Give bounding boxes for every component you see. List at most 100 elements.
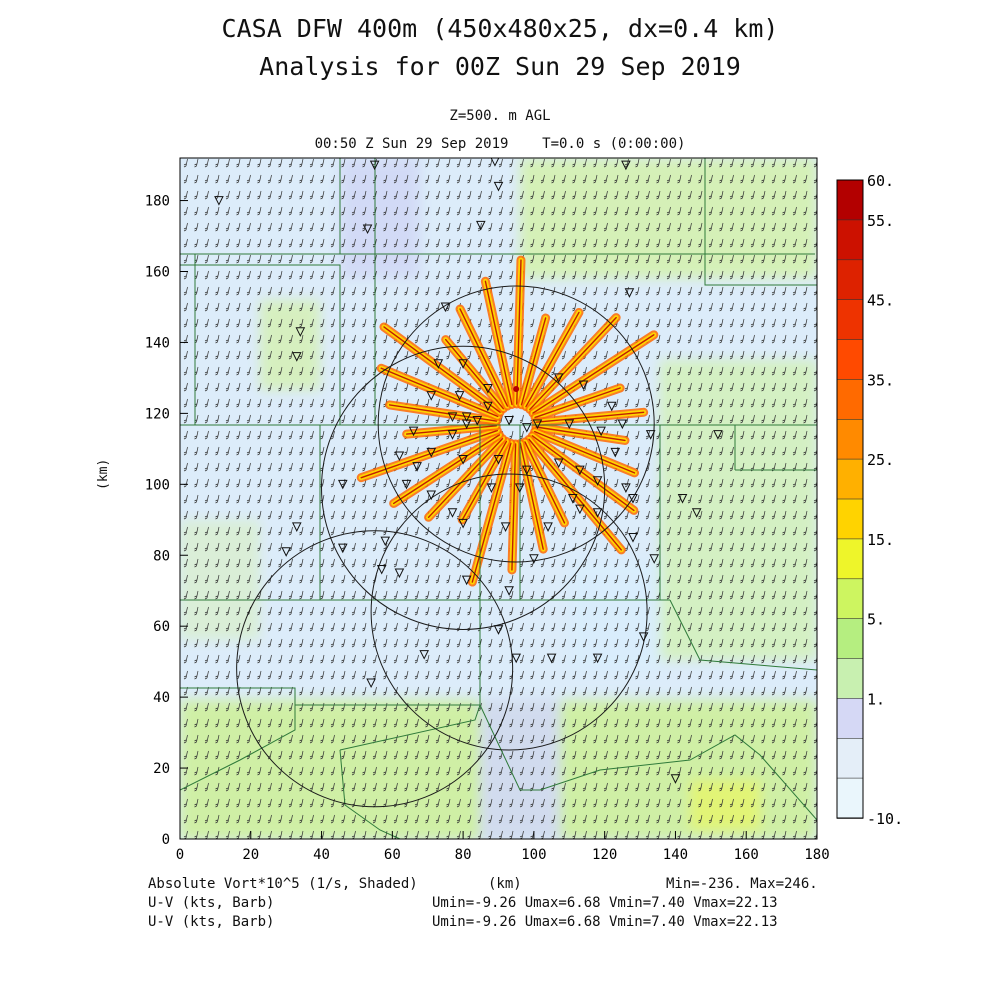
station-marker	[677, 494, 688, 504]
station-marker	[578, 380, 589, 391]
y-tick-label: 180	[145, 194, 170, 210]
station-marker	[376, 564, 387, 575]
vort-streak-contour	[525, 311, 580, 408]
colorbar-swatch	[836, 418, 864, 460]
station-marker	[433, 359, 444, 369]
chart-subtitle: Analysis for 00Z Sun 29 Sep 2019	[259, 52, 741, 81]
y-tick-label: 0	[162, 832, 170, 848]
station-marker	[575, 504, 585, 515]
colorbar-swatch	[836, 339, 864, 381]
colorbar-label: 60.	[867, 172, 894, 190]
station-marker	[337, 543, 348, 554]
station-marker	[649, 554, 660, 564]
colorbar-swatch	[836, 179, 864, 221]
station-marker	[522, 423, 532, 433]
station-marker	[447, 508, 458, 518]
station-marker	[575, 465, 585, 476]
x-tick-label: 100	[521, 847, 546, 863]
station-marker	[522, 465, 532, 476]
y-axis-ticks: 0 20 40 60 80 100 120 140 160 180	[145, 194, 188, 848]
station-marker	[617, 419, 628, 430]
vort-streak-contour	[471, 442, 512, 583]
station-marker	[426, 490, 437, 501]
vort-streak-contour	[380, 367, 499, 418]
colorbar-label: 15.	[867, 531, 894, 549]
station-marker	[543, 522, 553, 532]
station-marker	[500, 522, 511, 532]
station-marker	[440, 302, 451, 313]
station-marker	[553, 458, 564, 469]
station-marker	[295, 327, 306, 337]
station-markers	[214, 158, 723, 784]
y-tick-label: 140	[145, 335, 170, 351]
y-tick-label: 60	[153, 619, 170, 635]
colorbar-swatch	[836, 219, 864, 261]
colorbar-label: 25.	[867, 451, 894, 469]
vort-streak-contour	[484, 280, 513, 406]
station-marker	[454, 391, 465, 401]
vort-streak-contour	[520, 317, 547, 406]
vort-streak-contour	[388, 404, 498, 422]
station-marker	[504, 415, 514, 426]
colorbar-label: 1.	[867, 690, 885, 708]
radar-range-rings	[236, 285, 655, 808]
station-marker	[532, 419, 543, 430]
radar-ring	[321, 345, 606, 630]
barb-field	[183, 158, 817, 839]
colorbar-swatch	[836, 299, 864, 341]
vort-streak-contour	[532, 334, 655, 414]
colorbar-swatch	[836, 379, 864, 421]
station-marker	[628, 494, 638, 504]
station-marker	[475, 220, 486, 231]
vort-streak-contour	[459, 308, 509, 407]
plot-frame	[179, 157, 818, 840]
radar-ring	[377, 285, 655, 563]
vort-streak-contour	[519, 442, 544, 550]
colorbar-label: -10.	[867, 810, 903, 828]
vort-streak-contour	[534, 387, 621, 419]
station-marker	[408, 426, 419, 437]
station-marker	[529, 554, 539, 564]
station-marker	[394, 568, 405, 579]
y-tick-label: 40	[153, 690, 170, 706]
station-marker	[490, 158, 500, 167]
map-panel	[180, 158, 817, 839]
x-tick-label: 180	[804, 847, 829, 863]
colorbar: 60. 55. 45. 35. 25. 15. 5. 1. -10.	[836, 172, 903, 828]
colorbar-swatch	[836, 458, 864, 500]
station-marker	[461, 575, 472, 586]
vort-max-spot	[513, 386, 520, 393]
x-axis-ticks: 0 20 40 60 80 100 120 140 160 180	[176, 831, 830, 863]
x-tick-label: 160	[734, 847, 759, 863]
x-tick-label: 0	[176, 847, 184, 863]
field-label: Absolute Vort*10^5 (1/s, Shaded)	[148, 876, 418, 892]
y-tick-label: 100	[145, 477, 170, 493]
station-marker	[691, 508, 702, 518]
colorbar-swatch	[836, 618, 864, 660]
station-marker	[564, 419, 575, 430]
station-marker	[447, 412, 458, 423]
station-marker	[447, 430, 458, 440]
vort-streak-contour	[383, 326, 501, 413]
county-boundaries	[180, 158, 817, 839]
station-marker	[461, 412, 472, 423]
station-marker	[369, 160, 380, 171]
vort-streak-contour	[535, 426, 626, 442]
colorbar-swatch	[836, 538, 864, 580]
colorbar-label: 35.	[867, 371, 894, 389]
uv-stats-1: Umin=-9.26 Umax=6.68 Vmin=7.40 Vmax=22.1…	[432, 895, 778, 911]
colorbar-swatch	[836, 777, 864, 819]
station-marker	[401, 479, 412, 490]
station-marker	[493, 181, 504, 192]
station-marker	[394, 451, 405, 462]
station-marker	[486, 483, 497, 493]
vort-streak-contour	[461, 440, 508, 521]
y-tick-label: 80	[153, 548, 170, 564]
station-marker	[493, 454, 504, 465]
radar-ring	[370, 473, 648, 751]
station-marker	[458, 454, 468, 465]
colorbar-swatch	[836, 658, 864, 700]
vort-streak-contour	[533, 430, 636, 474]
colorbar-swatch	[836, 698, 864, 740]
station-marker	[592, 653, 603, 664]
